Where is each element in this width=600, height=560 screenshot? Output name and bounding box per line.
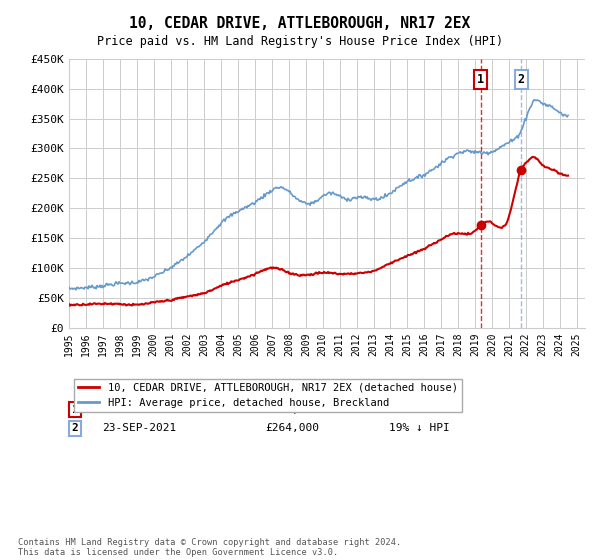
Text: £172,500: £172,500 — [265, 404, 319, 414]
Text: 2: 2 — [72, 423, 79, 433]
Text: 03-MAY-2019: 03-MAY-2019 — [103, 404, 177, 414]
Text: 23-SEP-2021: 23-SEP-2021 — [103, 423, 177, 433]
Legend: 10, CEDAR DRIVE, ATTLEBOROUGH, NR17 2EX (detached house), HPI: Average price, de: 10, CEDAR DRIVE, ATTLEBOROUGH, NR17 2EX … — [74, 379, 462, 412]
Text: 41% ↓ HPI: 41% ↓ HPI — [389, 404, 449, 414]
Text: 19% ↓ HPI: 19% ↓ HPI — [389, 423, 449, 433]
Text: 1: 1 — [477, 73, 484, 86]
Text: Price paid vs. HM Land Registry's House Price Index (HPI): Price paid vs. HM Land Registry's House … — [97, 35, 503, 48]
Text: 2: 2 — [517, 73, 524, 86]
Text: 10, CEDAR DRIVE, ATTLEBOROUGH, NR17 2EX: 10, CEDAR DRIVE, ATTLEBOROUGH, NR17 2EX — [130, 16, 470, 31]
Text: Contains HM Land Registry data © Crown copyright and database right 2024.
This d: Contains HM Land Registry data © Crown c… — [18, 538, 401, 557]
Text: £264,000: £264,000 — [265, 423, 319, 433]
Text: 1: 1 — [72, 404, 79, 414]
